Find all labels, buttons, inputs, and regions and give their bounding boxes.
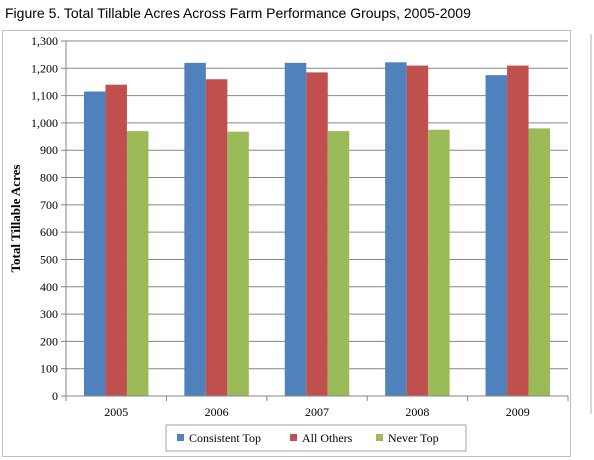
y-tick-label: 1,200 — [31, 61, 58, 75]
x-tick-label: 2008 — [405, 405, 429, 419]
bar — [428, 129, 450, 396]
bar — [327, 131, 350, 396]
y-tick-label: 200 — [40, 334, 58, 348]
legend-swatch — [177, 434, 184, 441]
y-tick-label: 1,300 — [31, 34, 58, 48]
bar — [528, 128, 551, 396]
bar — [83, 91, 106, 397]
x-tick-label: 2007 — [305, 405, 329, 419]
bar — [385, 62, 407, 397]
x-tick-label: 2005 — [104, 405, 128, 419]
y-tick-label: 700 — [40, 198, 58, 212]
legend-swatch — [290, 434, 297, 441]
y-tick-label: 1,000 — [31, 116, 58, 130]
legend-label: Never Top — [388, 431, 439, 445]
y-tick-label: 800 — [40, 171, 58, 185]
legend-swatch — [376, 434, 383, 441]
bar — [105, 84, 127, 396]
x-tick-label: 2006 — [205, 405, 229, 419]
bar — [485, 75, 508, 396]
bar — [227, 131, 249, 396]
bar — [406, 65, 429, 397]
legend-label: All Others — [302, 431, 353, 445]
y-tick-label: 1,100 — [31, 89, 58, 103]
y-axis-label: Total Tillable Acres — [8, 165, 23, 273]
y-tick-label: 300 — [40, 307, 58, 321]
bar — [126, 131, 149, 396]
bar — [306, 72, 328, 397]
bar — [284, 62, 307, 396]
y-tick-label: 900 — [40, 143, 58, 157]
y-tick-label: 400 — [40, 280, 58, 294]
bar — [205, 79, 228, 396]
chart-frame — [2, 30, 571, 457]
y-tick-label: 500 — [40, 252, 58, 266]
y-tick-label: 600 — [40, 225, 58, 239]
y-tick-label: 100 — [40, 362, 58, 376]
legend-label: Consistent Top — [189, 431, 261, 445]
figure-title: Figure 5. Total Tillable Acres Across Fa… — [5, 5, 471, 21]
x-tick-label: 2009 — [506, 405, 530, 419]
legend-box — [165, 424, 467, 452]
bar — [507, 65, 529, 397]
edge-divider — [590, 34, 592, 414]
y-tick-label: 0 — [52, 389, 58, 403]
bar — [184, 62, 206, 396]
